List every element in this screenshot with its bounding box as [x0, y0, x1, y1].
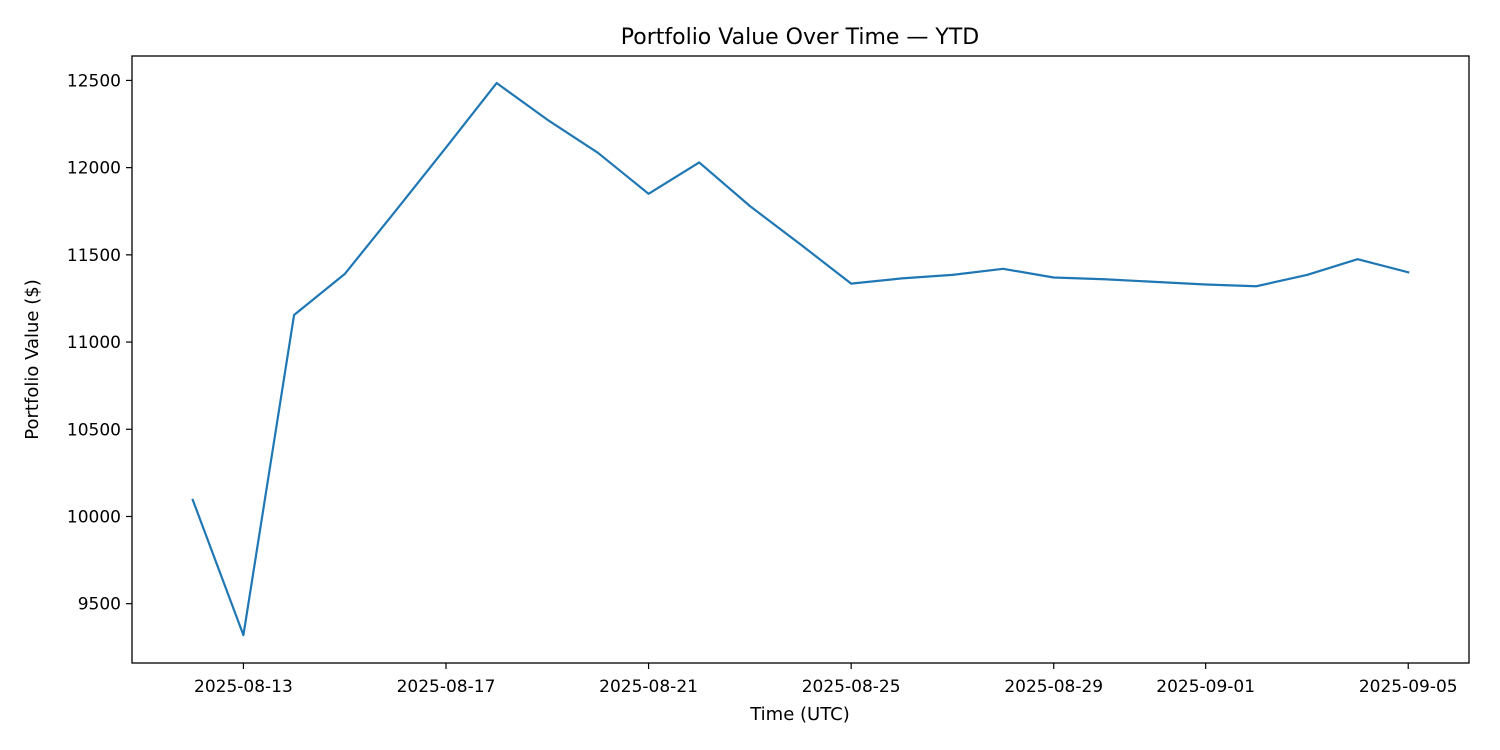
x-tick-label-4: 2025-08-29	[1004, 677, 1103, 697]
y-tick-label-5: 12000	[67, 159, 121, 179]
x-axis-label: Time (UTC)	[749, 704, 850, 725]
x-tick-label-2: 2025-08-21	[599, 677, 698, 697]
plot-area	[191, 81, 1410, 637]
series-line-0	[191, 81, 1410, 637]
x-tick-label-0: 2025-08-13	[194, 677, 293, 697]
x-tick-label-1: 2025-08-17	[397, 677, 496, 697]
y-tick-label-3: 11000	[67, 333, 121, 353]
y-tick-label-6: 12500	[67, 71, 121, 91]
y-axis-label: Portfolio Value ($)	[22, 279, 43, 439]
y-axis-ticks: 9500 10000 10500 11000 11500 12000 12500	[67, 71, 132, 615]
x-axis-ticks: 2025-08-13 2025-08-17 2025-08-21 2025-08-25…	[194, 663, 1458, 697]
x-tick-label-6: 2025-09-05	[1359, 677, 1458, 697]
y-tick-label-0: 9500	[78, 595, 121, 615]
y-tick-label-2: 10500	[67, 420, 121, 440]
x-tick-label-5: 2025-09-01	[1156, 677, 1255, 697]
chart-title: Portfolio Value Over Time — YTD	[621, 25, 979, 50]
x-tick-label-3: 2025-08-25	[802, 677, 901, 697]
y-tick-label-4: 11500	[67, 246, 121, 266]
plot-frame	[131, 55, 1470, 664]
y-tick-label-1: 10000	[67, 507, 121, 527]
